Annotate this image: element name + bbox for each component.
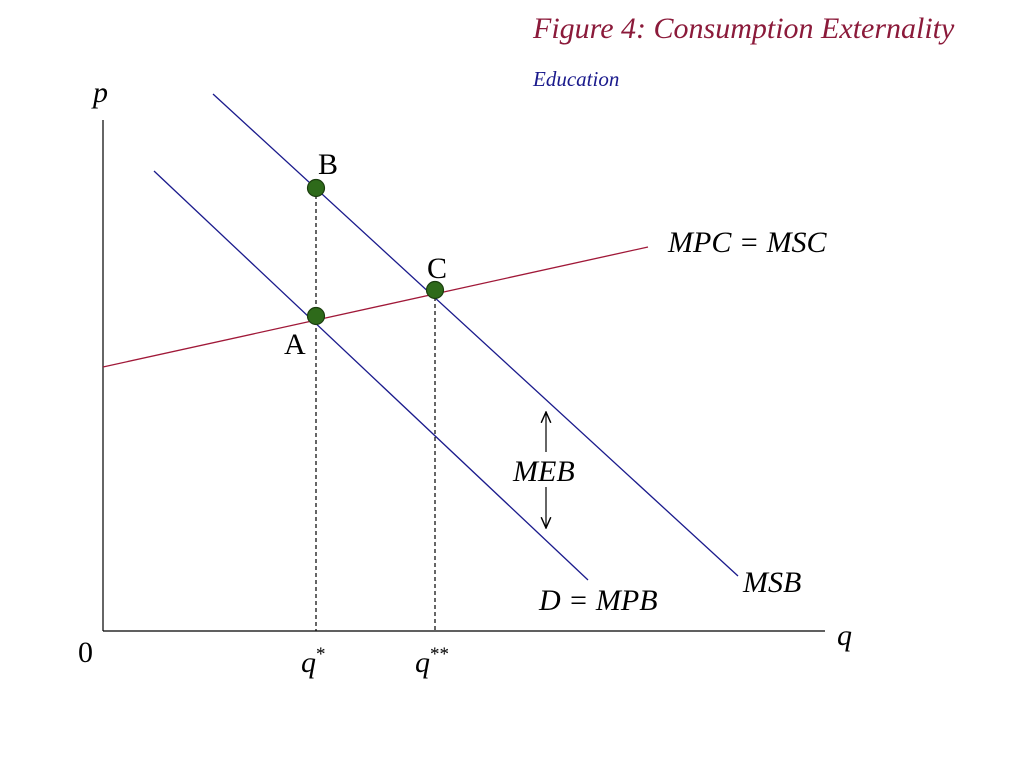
meb-label: MEB bbox=[512, 455, 575, 488]
figure-title: Figure 4: Consumption Externality bbox=[532, 12, 955, 45]
mpc-msc-label: MPC = MSC bbox=[667, 226, 828, 259]
demand-mpb-label: D = MPB bbox=[538, 584, 658, 617]
origin-label: 0 bbox=[78, 636, 93, 669]
q-double-star-sup: ** bbox=[430, 644, 449, 665]
y-axis-label: p bbox=[91, 76, 108, 109]
q-star-sup: * bbox=[316, 644, 326, 665]
msb-label: MSB bbox=[742, 566, 801, 599]
point-b-label: B bbox=[318, 148, 338, 181]
q-double-star-label: q** bbox=[415, 644, 449, 679]
msb-line bbox=[212, 93, 739, 577]
point-c bbox=[425, 280, 445, 300]
x-axis-label: q bbox=[837, 619, 852, 652]
point-c-label: C bbox=[427, 252, 447, 285]
figure-subtitle: Education bbox=[532, 67, 619, 91]
point-a bbox=[306, 306, 326, 326]
q-star-label: q* bbox=[301, 644, 326, 679]
point-a-label: A bbox=[284, 328, 306, 361]
q-star-base: q bbox=[301, 646, 316, 679]
mpc-msc-line bbox=[102, 246, 649, 368]
q-double-star-base: q bbox=[415, 646, 430, 679]
point-b bbox=[306, 178, 326, 198]
demand-mpb-line bbox=[153, 170, 589, 581]
